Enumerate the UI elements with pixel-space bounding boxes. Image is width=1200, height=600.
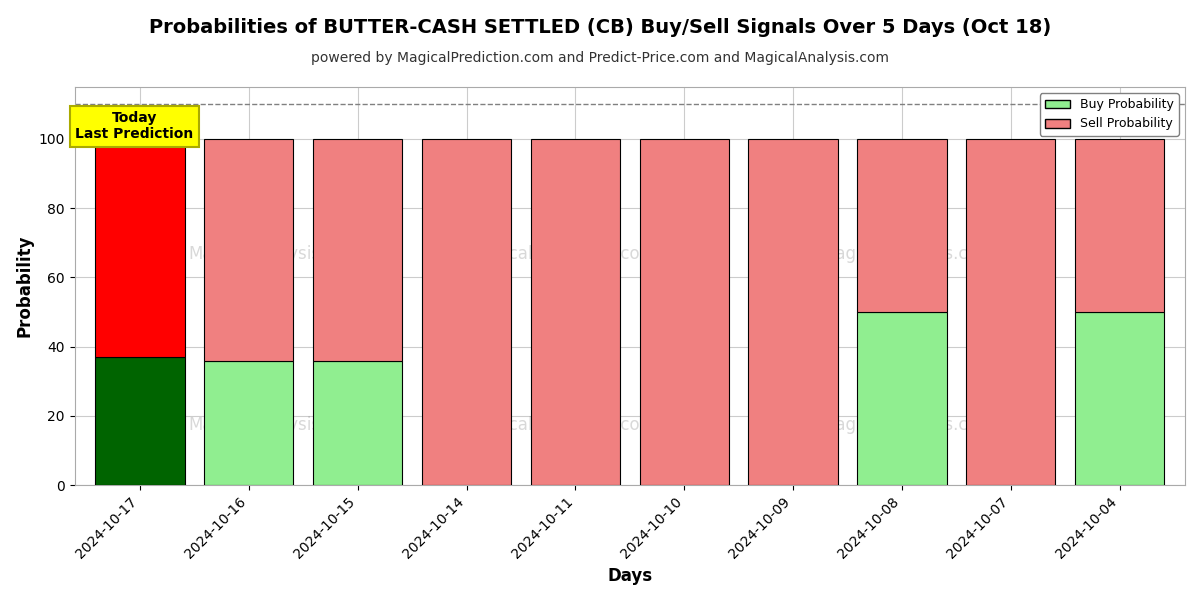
Bar <box>313 139 402 361</box>
Bar <box>857 139 947 312</box>
Text: MagicalPrediction.com: MagicalPrediction.com <box>469 416 656 434</box>
Bar <box>95 139 185 357</box>
Bar <box>749 139 838 485</box>
Bar <box>857 312 947 485</box>
Bar <box>95 357 185 485</box>
Text: MagicalAnalysis.com: MagicalAnalysis.com <box>821 245 994 263</box>
Bar <box>530 139 620 485</box>
Bar <box>204 361 294 485</box>
Text: MagicalAnalysis.com: MagicalAnalysis.com <box>821 416 994 434</box>
Bar <box>1075 139 1164 312</box>
Bar <box>640 139 728 485</box>
Bar <box>422 139 511 485</box>
Bar <box>1075 312 1164 485</box>
Text: Today
Last Prediction: Today Last Prediction <box>76 111 193 142</box>
Text: Probabilities of BUTTER-CASH SETTLED (CB) Buy/Sell Signals Over 5 Days (Oct 18): Probabilities of BUTTER-CASH SETTLED (CB… <box>149 18 1051 37</box>
Bar <box>313 361 402 485</box>
Text: MagicalAnalysis.com: MagicalAnalysis.com <box>188 416 361 434</box>
Bar <box>966 139 1056 485</box>
Text: powered by MagicalPrediction.com and Predict-Price.com and MagicalAnalysis.com: powered by MagicalPrediction.com and Pre… <box>311 51 889 65</box>
Text: MagicalAnalysis.com: MagicalAnalysis.com <box>188 245 361 263</box>
X-axis label: Days: Days <box>607 567 653 585</box>
Y-axis label: Probability: Probability <box>16 235 34 337</box>
Bar <box>204 139 294 361</box>
Legend: Buy Probability, Sell Probability: Buy Probability, Sell Probability <box>1040 93 1178 136</box>
Text: MagicalPrediction.com: MagicalPrediction.com <box>469 245 656 263</box>
